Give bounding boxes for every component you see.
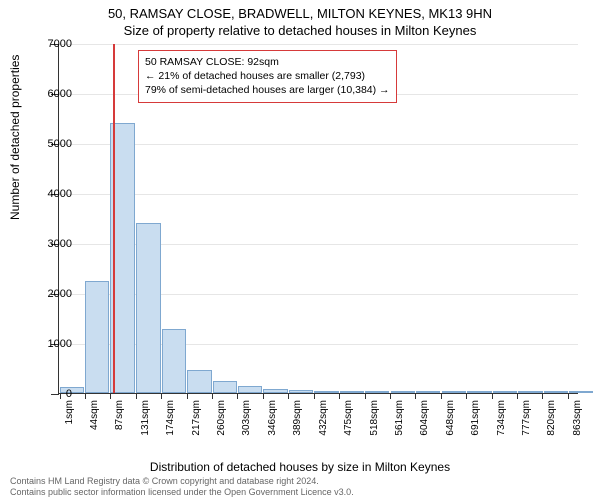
histogram-bar	[391, 391, 415, 393]
chart-title-main: 50, RAMSAY CLOSE, BRADWELL, MILTON KEYNE…	[0, 0, 600, 21]
histogram-bar	[518, 391, 542, 393]
x-tick	[441, 393, 442, 399]
x-tick	[314, 393, 315, 399]
x-tick	[212, 393, 213, 399]
histogram-bar	[289, 390, 313, 394]
x-tick-label: 1sqm	[64, 400, 75, 424]
grid-line	[59, 144, 578, 145]
annotation-box: 50 RAMSAY CLOSE: 92sqm ← 21% of detached…	[138, 50, 397, 103]
x-tick	[263, 393, 264, 399]
histogram-bar	[162, 329, 186, 393]
x-tick	[568, 393, 569, 399]
chart-title-sub: Size of property relative to detached ho…	[0, 21, 600, 38]
y-tick-label: 0	[32, 388, 72, 400]
x-tick-label: 260sqm	[216, 400, 227, 436]
x-tick	[187, 393, 188, 399]
y-tick-label: 4000	[32, 188, 72, 200]
x-tick-label: 648sqm	[445, 400, 456, 436]
histogram-bar	[493, 391, 517, 393]
y-tick-label: 2000	[32, 288, 72, 300]
x-tick	[542, 393, 543, 399]
x-tick	[415, 393, 416, 399]
x-tick-label: 863sqm	[572, 400, 583, 436]
x-tick-label: 518sqm	[369, 400, 380, 436]
x-tick	[466, 393, 467, 399]
property-marker-line	[113, 44, 115, 393]
y-tick-label: 3000	[32, 238, 72, 250]
annotation-line-2: ← 21% of detached houses are smaller (2,…	[145, 69, 390, 83]
x-tick-label: 303sqm	[241, 400, 252, 436]
y-tick-label: 1000	[32, 338, 72, 350]
x-tick-label: 561sqm	[394, 400, 405, 436]
annotation-line-3: 79% of semi-detached houses are larger (…	[145, 83, 390, 97]
x-tick	[492, 393, 493, 399]
footer-line-3: Contains public sector information licen…	[10, 487, 354, 498]
x-tick-label: 475sqm	[343, 400, 354, 436]
annotation-line-1: 50 RAMSAY CLOSE: 92sqm	[145, 55, 390, 69]
x-tick-label: 777sqm	[521, 400, 532, 436]
grid-line	[59, 44, 578, 45]
y-tick-label: 7000	[32, 38, 72, 50]
histogram-bar	[467, 391, 491, 393]
footer-line-1: Contains HM Land Registry data © Crown c…	[10, 476, 354, 487]
x-tick-label: 432sqm	[318, 400, 329, 436]
y-axis-label: Number of detached properties	[8, 55, 22, 220]
histogram-bar	[136, 223, 160, 393]
histogram-bar	[213, 381, 237, 393]
grid-line	[59, 194, 578, 195]
x-tick	[365, 393, 366, 399]
x-tick-label: 44sqm	[89, 400, 100, 430]
x-tick-label: 346sqm	[267, 400, 278, 436]
footer-attribution: Contains HM Land Registry data © Crown c…	[10, 476, 354, 499]
histogram-bar	[263, 389, 287, 394]
x-tick-label: 87sqm	[114, 400, 125, 430]
x-tick-label: 389sqm	[292, 400, 303, 436]
chart-area: 1sqm44sqm87sqm131sqm174sqm217sqm260sqm30…	[58, 44, 578, 394]
x-axis-label: Distribution of detached houses by size …	[0, 460, 600, 474]
histogram-bar	[340, 391, 364, 393]
x-tick	[136, 393, 137, 399]
x-tick	[339, 393, 340, 399]
x-tick	[288, 393, 289, 399]
x-tick	[517, 393, 518, 399]
x-tick-label: 691sqm	[470, 400, 481, 436]
histogram-bar	[442, 391, 466, 393]
histogram-bar	[365, 391, 389, 393]
x-tick-label: 734sqm	[496, 400, 507, 436]
x-tick	[85, 393, 86, 399]
x-tick-label: 604sqm	[419, 400, 430, 436]
histogram-bar	[238, 386, 262, 393]
y-tick-label: 6000	[32, 88, 72, 100]
histogram-bar	[544, 391, 568, 393]
histogram-bar	[85, 281, 109, 394]
x-tick	[237, 393, 238, 399]
x-tick-label: 820sqm	[546, 400, 557, 436]
x-tick	[110, 393, 111, 399]
x-tick-label: 217sqm	[191, 400, 202, 436]
x-tick	[390, 393, 391, 399]
x-tick-label: 131sqm	[140, 400, 151, 436]
histogram-bar	[314, 391, 338, 393]
histogram-bar	[187, 370, 211, 394]
x-tick	[161, 393, 162, 399]
x-tick-label: 174sqm	[165, 400, 176, 436]
y-tick-label: 5000	[32, 138, 72, 150]
histogram-bar	[569, 391, 593, 393]
histogram-bar	[416, 391, 440, 393]
